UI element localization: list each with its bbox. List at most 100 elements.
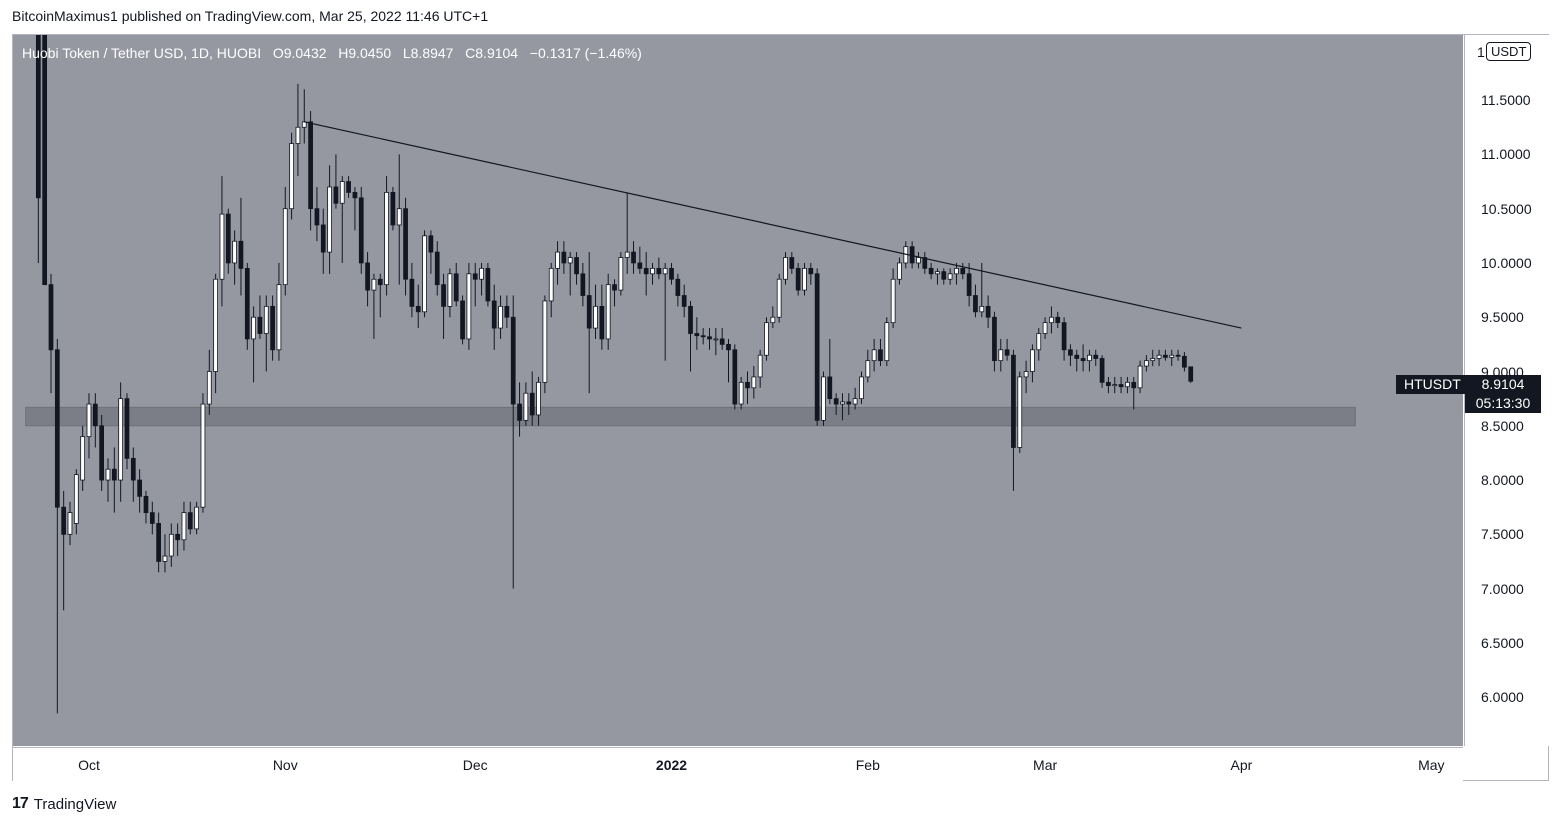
candle-up bbox=[213, 278, 218, 372]
candle-down bbox=[1004, 349, 1010, 356]
candle-up bbox=[865, 360, 871, 378]
candle-down bbox=[960, 267, 966, 275]
candle-down bbox=[403, 208, 408, 280]
candle-up bbox=[168, 533, 174, 557]
candle-up bbox=[624, 251, 630, 258]
candle-down bbox=[973, 295, 978, 313]
candle-up bbox=[555, 251, 560, 269]
candle-down bbox=[42, 35, 48, 286]
candle-down bbox=[149, 512, 155, 524]
candle-up bbox=[776, 278, 782, 318]
legend-high-label: H bbox=[338, 45, 349, 61]
candle-down bbox=[574, 257, 579, 275]
candle-down bbox=[726, 343, 731, 351]
candle-up bbox=[954, 267, 959, 275]
candle-down bbox=[504, 305, 510, 318]
candle-down bbox=[308, 121, 313, 210]
candle-down bbox=[346, 181, 351, 193]
candle-up bbox=[751, 376, 757, 389]
last-price: 8.9104 bbox=[1481, 376, 1525, 392]
candle-up bbox=[1169, 354, 1175, 358]
candle-down bbox=[460, 300, 465, 340]
candle-down bbox=[491, 300, 497, 329]
candle-down bbox=[827, 376, 833, 400]
candle-up bbox=[738, 381, 744, 405]
time-tick-label: Feb bbox=[855, 757, 880, 773]
candle-up bbox=[935, 271, 940, 275]
candle-up bbox=[890, 278, 896, 324]
candle-down bbox=[130, 457, 136, 481]
candle-up bbox=[181, 512, 187, 541]
candle-down bbox=[485, 267, 491, 302]
candle-down bbox=[365, 262, 370, 291]
candle-down bbox=[928, 267, 934, 275]
candle-up bbox=[219, 213, 225, 280]
candle-up bbox=[263, 305, 269, 334]
candle-down bbox=[1055, 316, 1061, 324]
candle-down bbox=[111, 468, 117, 481]
candle-down bbox=[941, 271, 947, 280]
candle-down bbox=[441, 284, 446, 307]
candle-down bbox=[99, 425, 105, 481]
candle-down bbox=[1061, 322, 1067, 351]
candle-down bbox=[409, 278, 415, 307]
candle-up bbox=[1137, 365, 1143, 389]
candle-up bbox=[194, 506, 199, 530]
candle-up bbox=[536, 381, 541, 416]
footer-brand[interactable]: 17 TradingView bbox=[12, 795, 116, 813]
time-tick-label: Mar bbox=[1033, 757, 1058, 773]
candle-down bbox=[922, 257, 928, 269]
legend-low: 8.8947 bbox=[410, 45, 454, 61]
time-axis[interactable]: Oct Nov Dec 2022 Feb Mar Apr May bbox=[13, 747, 1463, 781]
legend-high: 9.0450 bbox=[348, 45, 392, 61]
candle-down bbox=[992, 316, 997, 362]
candle-down bbox=[415, 305, 421, 313]
candle-down bbox=[719, 338, 725, 345]
candle-down bbox=[681, 295, 687, 307]
candle-up bbox=[232, 240, 237, 264]
candle-up bbox=[118, 398, 124, 481]
candle-up bbox=[1150, 358, 1156, 362]
candle-up bbox=[859, 376, 864, 400]
time-tick-label: May bbox=[1418, 757, 1445, 773]
candle-down bbox=[833, 398, 839, 405]
time-tick-label: Oct bbox=[78, 757, 100, 773]
candle-down bbox=[808, 267, 814, 275]
candle-up bbox=[897, 262, 902, 280]
currency-unit-badge[interactable]: USDT bbox=[1486, 42, 1532, 61]
candle-down bbox=[352, 191, 358, 199]
candle-up bbox=[327, 186, 332, 253]
candle-down bbox=[428, 235, 434, 253]
symbol-legend[interactable]: Huobi Token / Tether USD, 1D, HUOBI O9.0… bbox=[22, 45, 642, 61]
candle-down bbox=[599, 305, 605, 340]
candle-up bbox=[650, 267, 655, 275]
chart-plot-area[interactable] bbox=[13, 35, 1463, 746]
footer-brand-name: TradingView bbox=[33, 795, 117, 813]
candle-up bbox=[498, 305, 503, 329]
candle-down bbox=[669, 267, 674, 280]
price-tick-label: 10.5000 bbox=[1481, 200, 1532, 217]
legend-change: −0.1317 (−1.46%) bbox=[529, 45, 642, 61]
candle-down bbox=[156, 523, 161, 562]
candle-down bbox=[789, 257, 795, 269]
candle-up bbox=[979, 305, 985, 313]
candle-down bbox=[453, 273, 459, 302]
candle-down bbox=[510, 316, 516, 405]
candle-down bbox=[643, 267, 649, 275]
candle-up bbox=[80, 436, 86, 481]
candle-up bbox=[757, 354, 763, 378]
candle-down bbox=[688, 305, 693, 334]
candle-down bbox=[707, 336, 712, 340]
candle-down bbox=[124, 398, 130, 459]
candle-down bbox=[612, 284, 617, 291]
time-tick-label: Nov bbox=[272, 757, 298, 773]
legend-low-label: L bbox=[402, 45, 411, 61]
candle-down bbox=[270, 305, 275, 351]
candle-up bbox=[1023, 371, 1029, 378]
price-tick-label: 11.0000 bbox=[1481, 146, 1531, 163]
price-tick-label: 7.5000 bbox=[1481, 526, 1524, 543]
tradingview-logo-icon: 17 bbox=[12, 795, 29, 812]
price-tick-label: 6.5000 bbox=[1481, 634, 1524, 651]
candle-up bbox=[618, 257, 624, 291]
legend-open: 9.0432 bbox=[283, 45, 327, 61]
